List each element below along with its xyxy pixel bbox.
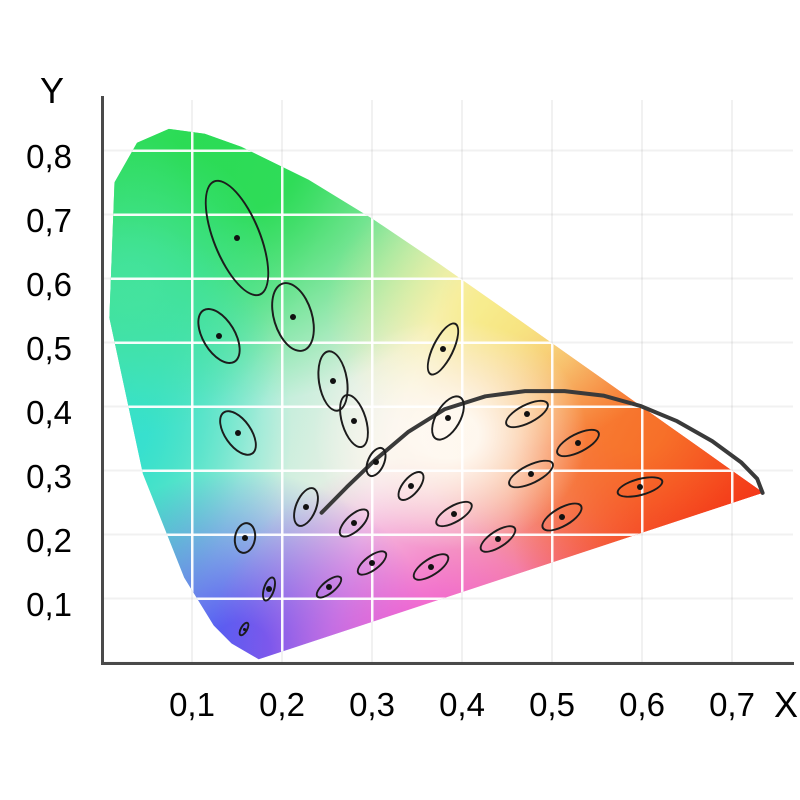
x-tick-label: 0,4: [439, 686, 485, 723]
y-tick-label: 0,6: [26, 265, 72, 303]
ellipse-center-dot: [428, 564, 435, 571]
ellipse-center-dot: [289, 313, 296, 320]
ellipse-center-dot: [450, 511, 457, 518]
ellipse-center-dot: [407, 482, 414, 489]
y-tick-label: 0,4: [26, 393, 72, 431]
ellipse-center-dot: [495, 535, 501, 542]
ellipse-center-dot: [528, 470, 535, 477]
x-axis-line: [101, 662, 794, 665]
ellipse-center-dot: [330, 377, 337, 384]
y-tick-label: 0,5: [26, 329, 72, 367]
y-tick-label: 0,1: [26, 585, 72, 623]
ellipse-center-dot: [558, 514, 565, 521]
ellipse-center-dot: [372, 459, 379, 466]
ellipse-center-dot: [234, 235, 240, 242]
ellipse-center-dot: [575, 439, 582, 446]
x-tick-label: 0,3: [349, 686, 395, 723]
ellipse-center-dot: [325, 583, 332, 590]
ellipse-center-dot: [216, 333, 222, 340]
x-tick-label: 0,2: [259, 686, 305, 723]
ellipse-center-dot: [444, 415, 451, 422]
y-tick-label: 0,3: [26, 457, 72, 495]
ellipse-center-dot: [523, 411, 530, 418]
y-tick-label: 0,8: [26, 137, 72, 175]
ellipse-center-dot: [440, 345, 447, 352]
x-tick-label: 0,5: [529, 686, 575, 723]
ellipse-center-dot: [234, 429, 241, 436]
ellipse-center-dot: [351, 418, 357, 425]
ellipse-center-dot: [303, 503, 310, 510]
ellipse-center-dot: [369, 560, 375, 567]
x-tick-label: 0,1: [169, 686, 215, 723]
plot-area: [101, 96, 794, 665]
y-tick-label: 0,7: [26, 201, 72, 239]
locus-curve-path: [319, 389, 765, 515]
ellipse-center-dot: [242, 627, 246, 631]
planckian-locus-curve: [319, 389, 765, 515]
y-axis-line: [101, 96, 104, 663]
ellipse-center-dot: [351, 519, 357, 526]
ellipse-center-dot: [637, 484, 644, 491]
y-axis-title: Y: [39, 70, 64, 111]
y-tick-label: 0,2: [26, 521, 72, 559]
ellipse-center-dot: [266, 585, 273, 592]
x-tick-label: 0,7: [709, 686, 755, 723]
x-tick-label: 0,6: [619, 686, 665, 723]
ellipse-center-dot: [242, 534, 249, 541]
x-axis-title: X: [773, 684, 798, 725]
